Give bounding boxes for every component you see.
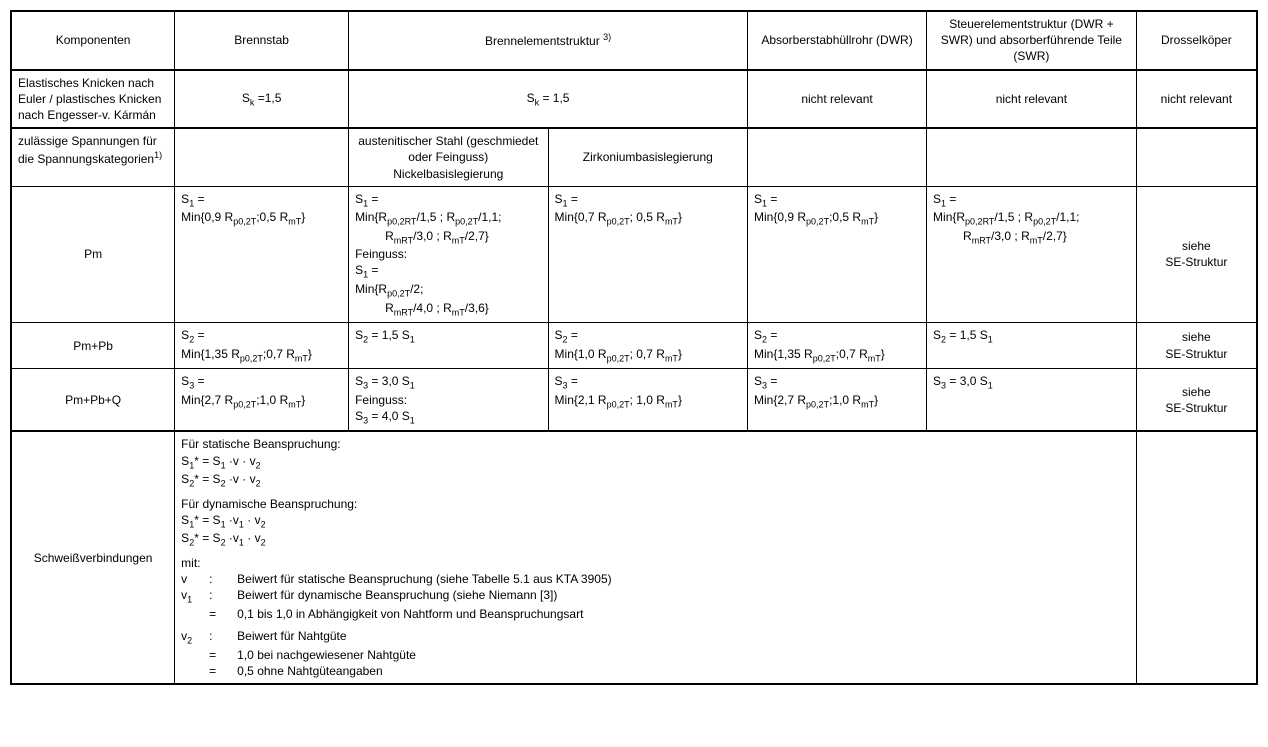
row-pmpbq-c4: S3 = Min{2,7 Rp0,2T;1,0 RmT} [748, 369, 927, 432]
row-pm-c4: S1 = Min{0,9 Rp0,2T;0,5 RmT} [748, 186, 927, 322]
row-pmpb-c4: S2 = Min{1,35 Rp0,2T;0,7 RmT} [748, 323, 927, 369]
row-pmpb-c6: sieheSE-Struktur [1136, 323, 1257, 369]
row-pm-c3: S1 = Min{0,7 Rp0,2T; 0,5 RmT} [548, 186, 747, 322]
spec-table: Komponenten Brennstab Brennelementstrukt… [10, 10, 1258, 685]
hdr-drossel: Drosselköper [1136, 11, 1257, 70]
row-span-label: zulässige Spannungen für die Spannungska… [11, 128, 175, 186]
row-span-c2a: austenitischer Stahl (geschmiedet oder F… [349, 128, 548, 186]
row-span-c4 [748, 128, 927, 186]
row-weld-body: Für statische Beanspruchung: S1* = S1 ·v… [175, 431, 1137, 684]
row-pmpb-c3: S2 = Min{1,0 Rp0,2T; 0,7 RmT} [548, 323, 747, 369]
hdr-brennelementstruktur: Brennelementstruktur 3) [349, 11, 748, 70]
row-pmpb-label: Pm+Pb [11, 323, 175, 369]
row-span-c5 [927, 128, 1137, 186]
row-pmpbq-c2: S3 = 3,0 S1 Feinguss: S3 = 4,0 S1 [349, 369, 548, 432]
row-span-c6 [1136, 128, 1257, 186]
row-knick-label: Elastisches Knicken nach Euler / plastis… [11, 70, 175, 129]
row-pmpbq-c6: sieheSE-Struktur [1136, 369, 1257, 432]
hdr-absorber: Absorberstabhüllrohr (DWR) [748, 11, 927, 70]
row-pmpb-c5: S2 = 1,5 S1 [927, 323, 1137, 369]
row-pm-c2: S1 = Min{Rp0,2RT/1,5 ; Rp0,2T/1,1; RmRT/… [349, 186, 548, 322]
row-span-c2b: Zirkoniumbasislegierung [548, 128, 747, 186]
row-weld-label: Schweißverbindungen [11, 431, 175, 684]
hdr-komponenten: Komponenten [11, 11, 175, 70]
row-knick-c4: nicht relevant [748, 70, 927, 129]
row-pm-c6: sieheSE-Struktur [1136, 186, 1257, 322]
hdr-brennstab: Brennstab [175, 11, 349, 70]
row-pmpbq-c1: S3 = Min{2,7 Rp0,2T;1,0 RmT} [175, 369, 349, 432]
row-knick-c5: nicht relevant [927, 70, 1137, 129]
row-knick-c2: Sk = 1,5 [349, 70, 748, 129]
row-pm-c5: S1 = Min{Rp0,2RT/1,5 ; Rp0,2T/1,1; RmRT/… [927, 186, 1137, 322]
row-pm-c1: S1 = Min{0,9 Rp0,2T;0,5 RmT} [175, 186, 349, 322]
row-knick-c1: Sk =1,5 [175, 70, 349, 129]
row-span-c1 [175, 128, 349, 186]
row-knick-c6: nicht relevant [1136, 70, 1257, 129]
row-pmpb-c1: S2 = Min{1,35 Rp0,2T;0,7 RmT} [175, 323, 349, 369]
row-pmpbq-label: Pm+Pb+Q [11, 369, 175, 432]
row-pmpbq-c3: S3 = Min{2,1 Rp0,2T; 1,0 RmT} [548, 369, 747, 432]
row-weld-c6 [1136, 431, 1257, 684]
hdr-steuerelement: Steuerelementstruktur (DWR + SWR) und ab… [927, 11, 1137, 70]
row-pmpbq-c5: S3 = 3,0 S1 [927, 369, 1137, 432]
row-pm-label: Pm [11, 186, 175, 322]
row-pmpb-c2: S2 = 1,5 S1 [349, 323, 548, 369]
